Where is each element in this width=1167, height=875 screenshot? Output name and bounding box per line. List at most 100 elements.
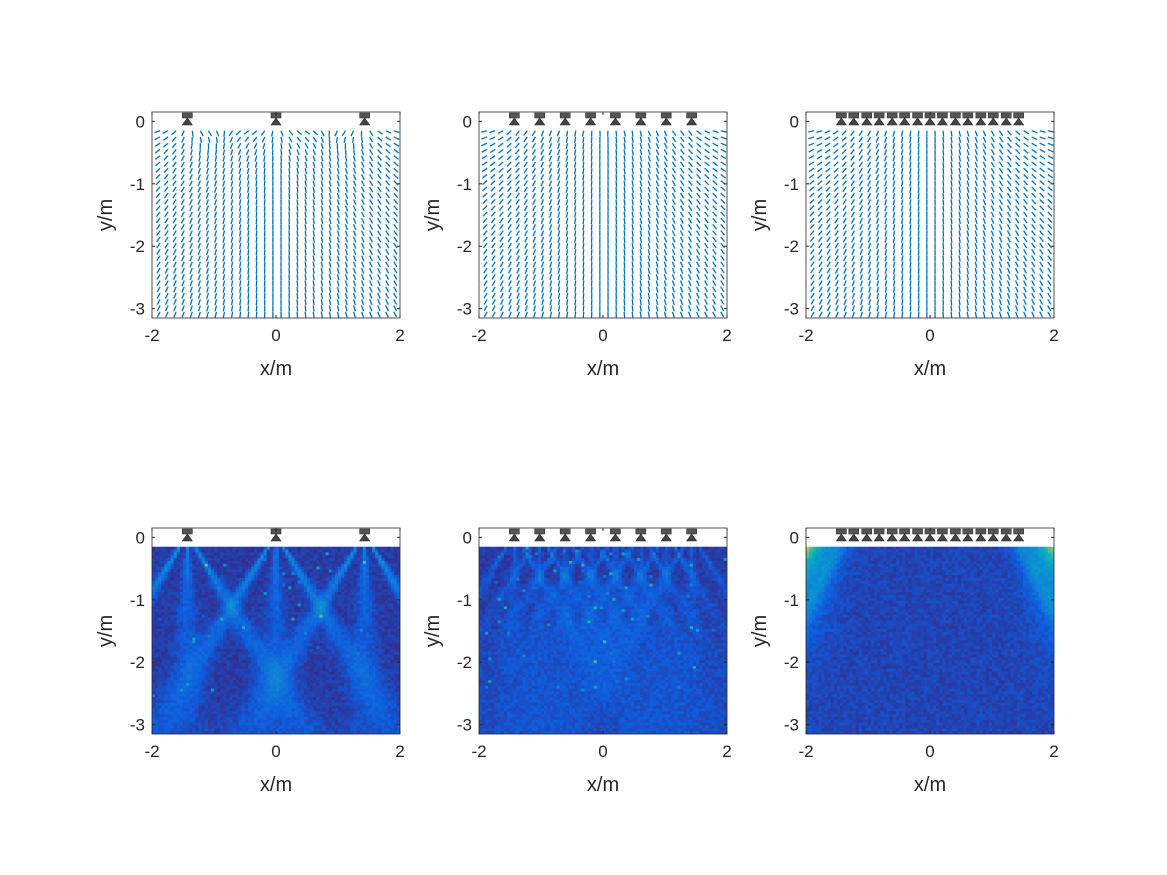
quiver-arrow — [958, 211, 961, 218]
quiver-arrow — [859, 249, 864, 256]
heatmap-cell — [204, 617, 209, 621]
heatmap-cell — [176, 711, 181, 715]
heatmap-cell — [164, 631, 168, 636]
heatmap-cell — [192, 660, 196, 664]
heatmap-cell — [186, 646, 190, 650]
quiver-arrow — [901, 230, 904, 237]
heatmap-cell — [164, 699, 168, 704]
quiver-arrow — [850, 167, 855, 174]
heatmap-cell — [226, 711, 230, 715]
heatmap-cell — [207, 631, 212, 636]
heatmap-cell — [223, 697, 227, 701]
quiver-arrow — [481, 161, 488, 166]
heatmap-cell — [179, 708, 184, 712]
speaker-icon — [610, 112, 621, 119]
heatmap-cell — [217, 634, 221, 638]
heatmap-cell — [220, 711, 224, 715]
quiver-arrow — [540, 255, 545, 262]
quiver-arrow — [565, 186, 569, 193]
heatmap-cell — [179, 697, 184, 701]
quiver-arrow — [164, 267, 169, 274]
quiver-arrow — [582, 211, 585, 218]
quiver-arrow — [320, 242, 324, 250]
heatmap-cell — [245, 705, 249, 709]
heatmap-cell — [214, 560, 218, 565]
heatmap-cell — [232, 688, 237, 692]
heatmap-cell — [186, 643, 190, 647]
quiver-arrow — [479, 224, 480, 226]
heatmap-cell — [161, 651, 165, 655]
quiver-arrow — [875, 180, 880, 187]
heatmap-cell — [245, 611, 249, 616]
quiver-arrow — [892, 280, 896, 287]
heatmap-cell — [214, 611, 218, 616]
quiver-arrow — [958, 186, 962, 193]
quiver-arrow — [859, 267, 864, 274]
quiver-arrow — [639, 299, 642, 306]
heatmap-cell — [173, 611, 178, 616]
quiver-arrow — [515, 242, 520, 249]
heatmap-cell — [179, 654, 184, 658]
quiver-arrow — [523, 136, 528, 143]
quiver-arrow — [974, 249, 978, 256]
heatmap-cell — [173, 603, 178, 607]
heatmap-cell — [201, 626, 206, 630]
heatmap-cell — [192, 731, 196, 734]
quiver-arrow — [320, 217, 324, 225]
heatmap-cell — [164, 671, 168, 675]
quiver-arrow — [288, 161, 291, 168]
quiver-arrow — [966, 261, 970, 268]
quiver-arrow — [328, 161, 332, 168]
heatmap-cell — [189, 671, 193, 675]
heatmap-cell — [176, 674, 181, 678]
heatmap-cell — [192, 546, 196, 550]
quiver-arrow — [304, 261, 307, 268]
heatmap-cell — [226, 697, 230, 701]
quiver-arrow — [704, 198, 710, 205]
heatmap-cell — [217, 660, 221, 664]
quiver-arrow — [481, 167, 488, 173]
heatmap-cell — [201, 614, 206, 619]
plot-area — [152, 546, 400, 734]
quiver-arrow — [859, 274, 864, 281]
quiver-arrow — [841, 155, 847, 161]
heatmap-cell — [158, 600, 162, 604]
heatmap-cell — [220, 617, 224, 621]
quiver-arrow — [582, 161, 585, 168]
quiver-arrow — [565, 224, 569, 231]
quiver-arrow — [1047, 242, 1052, 249]
quiver-arrow — [884, 174, 888, 181]
quiver-arrow — [655, 161, 660, 168]
heatmap-cell — [183, 623, 187, 627]
heatmap-cell — [179, 637, 184, 641]
heatmap-cell — [195, 705, 199, 709]
heatmap-cell — [198, 549, 202, 553]
heatmap-cell — [223, 657, 227, 661]
quiver-arrow — [663, 255, 667, 262]
quiver-arrow — [479, 193, 480, 195]
quiver-arrow — [1039, 142, 1046, 147]
heatmap-cell — [223, 572, 227, 576]
quiver-arrow — [163, 192, 169, 199]
heatmap-cell — [176, 646, 181, 650]
heatmap-cell — [198, 600, 202, 604]
heatmap-cell — [204, 688, 209, 692]
heatmap-cell — [201, 629, 206, 633]
heatmap-cell — [164, 583, 168, 587]
quiver-arrow — [615, 149, 618, 156]
quiver-arrow — [573, 199, 577, 206]
heatmap-cell — [179, 714, 184, 718]
quiver-arrow — [540, 167, 545, 174]
heatmap-cell — [170, 677, 175, 681]
quiver-arrow — [615, 205, 618, 212]
quiver-arrow — [808, 161, 815, 166]
quiver-arrow — [180, 167, 185, 174]
quiver-arrow — [990, 311, 994, 318]
quiver-arrow — [1047, 161, 1054, 166]
quiver-arrow — [230, 199, 234, 206]
heatmap-cell — [204, 671, 209, 675]
quiver-arrow — [631, 236, 634, 243]
quiver-arrow — [549, 255, 553, 262]
quiver-arrow — [247, 267, 250, 275]
heatmap-cell — [179, 589, 184, 593]
